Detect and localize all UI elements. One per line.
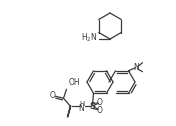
Text: OH: OH	[68, 78, 80, 87]
Text: O: O	[97, 106, 102, 115]
Text: H$_2$N: H$_2$N	[81, 32, 97, 44]
Text: O: O	[97, 98, 102, 107]
Polygon shape	[68, 105, 71, 117]
Text: O: O	[50, 91, 56, 100]
Text: S: S	[90, 102, 96, 111]
Text: N: N	[79, 104, 84, 113]
Text: N: N	[134, 63, 139, 72]
Text: H: H	[79, 101, 84, 107]
